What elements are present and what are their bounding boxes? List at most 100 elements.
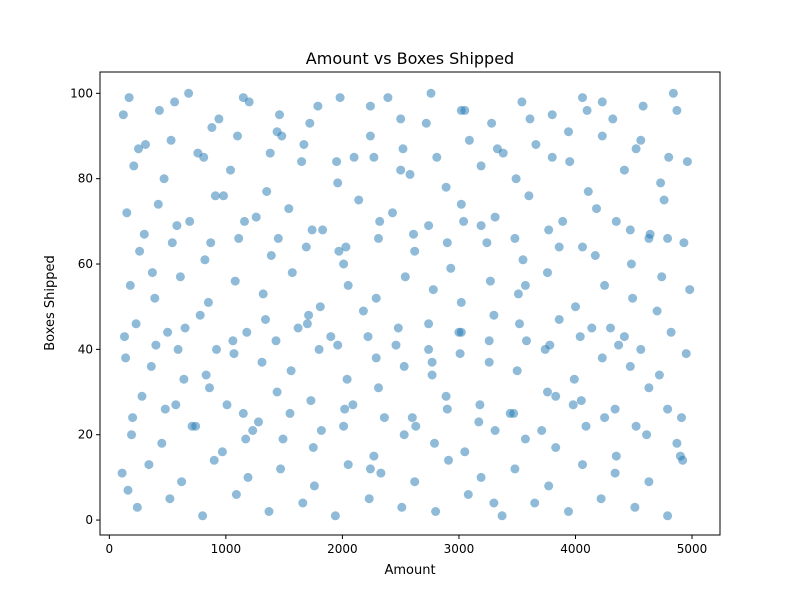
data-point bbox=[238, 408, 248, 418]
data-point bbox=[278, 434, 288, 444]
data-point bbox=[430, 438, 439, 448]
data-point bbox=[179, 374, 189, 384]
data-point bbox=[663, 233, 673, 243]
data-point bbox=[625, 225, 635, 235]
data-point bbox=[314, 344, 324, 354]
data-point bbox=[411, 421, 421, 431]
data-point bbox=[484, 336, 494, 346]
data-point bbox=[364, 494, 374, 504]
data-point bbox=[456, 297, 466, 307]
data-point bbox=[365, 131, 375, 141]
data-point bbox=[427, 357, 437, 367]
y-tick-label: 60 bbox=[78, 257, 93, 271]
data-point bbox=[656, 178, 666, 188]
data-point bbox=[410, 246, 420, 256]
data-point bbox=[441, 391, 451, 401]
data-point bbox=[597, 353, 607, 363]
data-point bbox=[424, 344, 434, 354]
data-point bbox=[400, 272, 410, 282]
x-tick-label: 1000 bbox=[211, 542, 242, 556]
data-point bbox=[240, 216, 249, 226]
data-point bbox=[497, 511, 507, 521]
data-point bbox=[614, 340, 624, 350]
data-point bbox=[578, 93, 587, 103]
data-point bbox=[396, 165, 406, 175]
data-point bbox=[231, 490, 241, 499]
data-point bbox=[489, 310, 499, 320]
data-point bbox=[302, 319, 312, 329]
data-point bbox=[487, 118, 497, 128]
y-tick-label: 0 bbox=[85, 513, 93, 527]
data-point bbox=[396, 114, 406, 124]
data-point bbox=[309, 481, 319, 491]
data-point bbox=[242, 327, 252, 337]
data-point bbox=[258, 289, 268, 299]
data-point bbox=[631, 421, 641, 431]
data-point bbox=[226, 165, 235, 175]
data-point bbox=[199, 152, 209, 162]
data-point bbox=[273, 233, 283, 243]
data-point bbox=[315, 302, 325, 312]
data-point bbox=[485, 276, 495, 286]
data-point bbox=[299, 140, 309, 149]
data-point bbox=[261, 315, 270, 324]
data-point bbox=[203, 297, 213, 307]
data-point bbox=[205, 383, 214, 393]
data-point bbox=[644, 233, 654, 243]
data-point bbox=[146, 361, 156, 371]
data-point bbox=[217, 447, 227, 457]
data-point bbox=[272, 387, 282, 397]
data-point bbox=[371, 293, 381, 303]
data-point bbox=[135, 246, 145, 256]
data-point bbox=[498, 148, 508, 158]
data-point bbox=[330, 511, 340, 521]
data-point bbox=[160, 404, 170, 414]
data-point bbox=[644, 477, 654, 487]
data-point bbox=[123, 485, 133, 495]
data-point bbox=[200, 255, 210, 265]
data-point bbox=[554, 315, 564, 324]
data-point bbox=[175, 272, 185, 282]
data-point bbox=[399, 430, 409, 440]
data-point bbox=[454, 327, 464, 337]
data-point bbox=[544, 225, 554, 235]
data-point bbox=[275, 110, 284, 120]
x-tick-label: 5000 bbox=[677, 542, 708, 556]
data-point bbox=[427, 370, 437, 380]
data-points bbox=[117, 88, 695, 521]
data-point bbox=[365, 464, 375, 474]
x-axis-ticks: 0 1000 2000 3000 4000 5000 bbox=[106, 535, 708, 556]
data-point bbox=[476, 472, 486, 482]
data-point bbox=[611, 451, 621, 461]
data-point bbox=[173, 344, 183, 354]
data-point bbox=[460, 447, 470, 457]
data-point bbox=[547, 110, 557, 120]
data-point bbox=[141, 140, 150, 149]
data-point bbox=[137, 391, 147, 401]
data-point bbox=[596, 494, 606, 504]
data-point bbox=[214, 114, 224, 124]
data-point bbox=[307, 225, 317, 235]
data-point bbox=[212, 344, 221, 354]
data-point bbox=[210, 191, 220, 201]
data-point bbox=[254, 417, 263, 427]
data-point bbox=[340, 404, 350, 414]
data-point bbox=[333, 178, 343, 188]
data-point bbox=[180, 323, 190, 333]
data-point bbox=[668, 88, 678, 98]
data-point bbox=[171, 400, 181, 410]
data-point bbox=[363, 332, 373, 342]
data-point bbox=[233, 131, 242, 141]
data-point bbox=[334, 246, 344, 256]
data-point bbox=[442, 404, 452, 414]
data-point bbox=[569, 374, 579, 384]
data-point bbox=[642, 430, 652, 440]
data-point bbox=[431, 507, 441, 516]
data-point bbox=[219, 191, 228, 201]
data-point bbox=[513, 289, 523, 299]
data-point bbox=[388, 208, 397, 218]
data-point bbox=[608, 114, 618, 124]
data-point bbox=[583, 187, 593, 196]
data-point bbox=[424, 221, 434, 231]
axes-frame bbox=[99, 71, 721, 536]
